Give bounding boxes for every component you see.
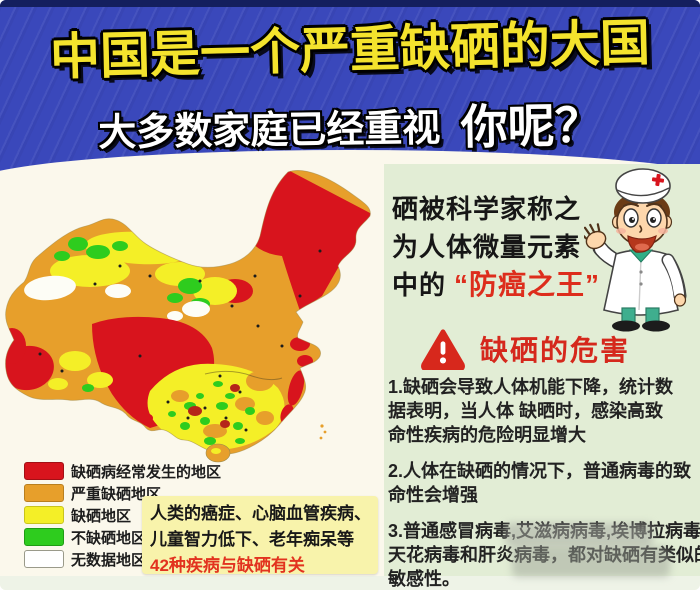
- disease-highlight: 42种疾病与缺硒有关: [150, 556, 305, 575]
- legend-label: 缺硒地区: [71, 507, 132, 525]
- disease-info-box: 人类的癌症、心脑血管疾病、 儿童智力低下、老年痴呆等 42种疾病与缺硒有关: [142, 496, 378, 575]
- intro-line: 硒被科学家称之: [392, 194, 582, 224]
- disease-line: 儿童智力低下、老年痴呆等: [150, 530, 354, 549]
- legend-item: 缺硒病经常发生的地区: [24, 460, 221, 482]
- bottom-strip: [0, 576, 700, 590]
- doctor-svg: [580, 168, 687, 332]
- legend-swatch-orange: [24, 484, 64, 502]
- doctor-illustration: [580, 160, 698, 334]
- watermark-smudge: [505, 523, 653, 547]
- red-cross-icon: [651, 173, 665, 187]
- legend-label: 严重缺硒地区: [71, 485, 162, 503]
- watermark-smudge: [512, 547, 670, 577]
- legend-swatch-yellow: [24, 506, 64, 524]
- disease-line: 人类的癌症、心脑血管疾病、: [150, 504, 371, 523]
- legend-item: 缺硒地区: [24, 504, 221, 526]
- china-map-svg: [5, 170, 371, 463]
- legend-item: 严重缺硒地区: [24, 482, 221, 504]
- intro-line: 中的 “防癌之王”: [392, 266, 600, 304]
- warning-item-2: 2.人体在缺硒的情况下，普通病毒的致 命性会增强: [388, 461, 692, 505]
- legend-label: 缺硒病经常发生的地区: [71, 463, 222, 481]
- legend-item: 不缺硒地区: [24, 526, 221, 548]
- subtitle-emphasis: 你呢？: [460, 98, 603, 154]
- legend-swatch-white: [24, 550, 64, 568]
- legend-swatch-red: [24, 462, 64, 480]
- intro-line: 为人体微量元素: [392, 232, 582, 262]
- map-legend: 缺硒病经常发生的地区 严重缺硒地区 缺硒地区 不缺硒地区 无数据地区: [24, 460, 221, 570]
- anticancer-king-highlight: “防癌之王”: [454, 269, 601, 300]
- open-hand: [580, 223, 607, 250]
- intro-line3-prefix: 中的: [392, 270, 447, 300]
- warning-triangle-icon: [421, 329, 465, 370]
- subtitle-text: 大多数家庭已经重视: [98, 107, 441, 155]
- nurse-cap: [615, 168, 671, 204]
- selenium-intro: 硒被科学家称之 为人体微量元素 中的 “防癌之王”: [392, 190, 600, 304]
- warning-heading: 缺硒的危害: [480, 335, 631, 366]
- header-banner: [0, 0, 700, 175]
- legend-label: 无数据地区: [71, 551, 147, 569]
- legend-item: 无数据地区: [24, 548, 221, 570]
- warning-heading-row: 缺硒的危害: [420, 328, 630, 370]
- poster-subtitle: 大多数家庭已经重视 你呢？: [0, 85, 700, 164]
- legend-label: 不缺硒地区: [71, 529, 147, 547]
- header-top-strip: [0, 0, 700, 7]
- warning-item-1: 1.缺硒会导致人体机能下降，统计数 据表明，当人体 缺晒时，感染高致 命性疾病的…: [388, 377, 674, 445]
- china-selenium-map: [0, 156, 385, 468]
- legend-swatch-green: [24, 528, 64, 546]
